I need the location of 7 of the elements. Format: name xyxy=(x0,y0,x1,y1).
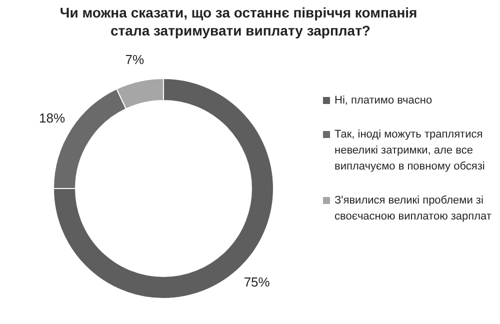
legend-label: З'явилися великі проблеми зі своєчасною виплатою зарплат xyxy=(334,194,492,222)
legend-label: Ні, платимо вчасно xyxy=(334,94,432,106)
data-label: 18% xyxy=(39,110,66,126)
data-label: 75% xyxy=(244,274,270,290)
data-label: 7% xyxy=(125,52,145,68)
chart-title: Чи можна сказати, що за останнє півріччя компанія стала затримувати виплату зарплат? xyxy=(60,4,418,38)
legend-label: Так, іноді можуть траплятися невеликі затримки, але все виплачуємо в повному обсязі xyxy=(334,128,485,172)
